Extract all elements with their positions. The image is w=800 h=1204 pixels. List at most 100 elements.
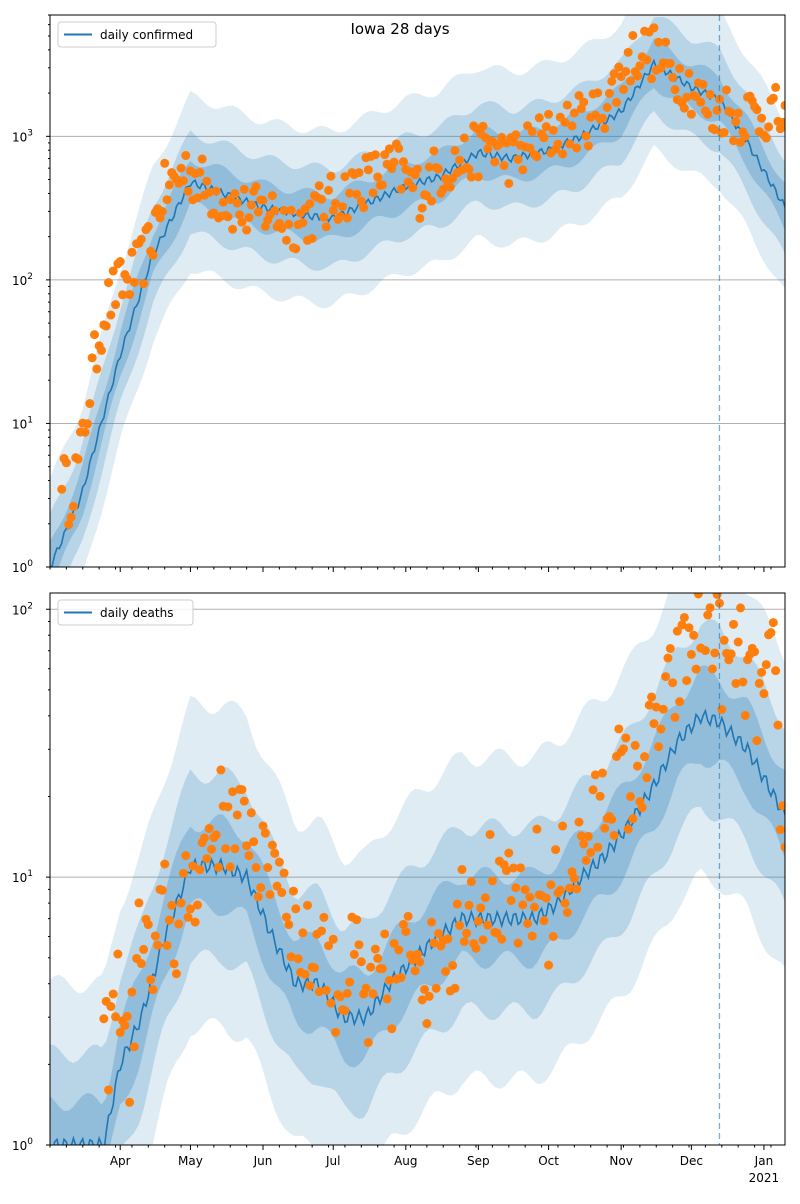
data-point [630,740,640,750]
legend: daily deaths [57,599,194,626]
data-point [293,954,303,964]
data-point [480,893,490,903]
data-point [689,630,699,640]
data-point [361,983,371,993]
data-point [532,824,542,834]
data-point [693,593,703,599]
data-point [265,890,275,900]
data-point [96,345,106,355]
data-point [143,920,153,930]
data-point [499,161,509,171]
y-tick-label: 100 [12,1137,33,1153]
data-point [228,787,238,797]
data-point [246,808,256,818]
x-tick-label: Aug [394,1154,417,1168]
data-point [396,973,406,983]
deaths-panel: 100 101 102 Apr May Jun Jul Aug Sep Oct Nov Dec Jan 2… [12,573,786,1185]
data-point [415,213,425,223]
data-point [162,195,172,205]
data-point [675,697,685,707]
data-point [230,844,240,854]
data-point [668,678,678,688]
data-point [164,915,174,925]
x-tick-label: Sep [467,1154,490,1168]
data-point [768,93,778,103]
data-point [328,205,338,215]
data-point [258,195,268,205]
data-point [558,821,568,831]
data-point [108,989,118,999]
data-point [317,194,327,204]
data-point [562,100,572,110]
data-point [623,47,633,57]
data-point [527,931,537,941]
data-point [647,692,657,702]
data-point [607,815,617,825]
data-point [352,189,362,199]
data-point [427,917,437,927]
data-point [583,141,593,151]
data-point [345,977,355,987]
data-point [518,900,528,910]
data-point [277,888,287,898]
data-point [621,733,631,743]
data-point [579,97,589,107]
data-point [670,85,680,95]
data-point [483,144,493,154]
data-point [181,851,191,861]
data-point [635,61,645,71]
data-point [260,828,270,838]
data-point [771,82,781,92]
data-point [614,724,624,734]
legend-label: daily deaths [100,606,173,620]
data-point [699,573,708,582]
data-point [471,943,481,953]
data-point [349,949,359,959]
data-point [232,810,242,820]
data-point [429,938,439,948]
data-point [136,234,146,244]
data-point [225,862,235,872]
data-point [321,222,331,232]
data-point [183,186,193,196]
legend-box [57,21,217,48]
data-point [574,91,584,101]
data-point [511,130,521,140]
data-point [345,188,355,198]
data-point [321,985,331,995]
data-point [207,844,217,854]
data-point [195,865,205,875]
data-point [445,182,455,192]
data-point [302,900,312,910]
data-point [57,484,67,494]
confidence-band [50,17,785,567]
data-point [527,127,537,137]
axes-frame [49,592,786,1146]
data-point [192,193,202,203]
data-point [148,985,158,995]
data-point [122,274,132,284]
data-point [600,823,610,833]
data-point [731,117,741,127]
data-point [291,244,301,254]
data-point [307,233,317,243]
data-point [162,940,172,950]
data-point [394,945,404,955]
data-point [258,821,268,831]
data-point [239,184,249,194]
data-point [120,1020,130,1030]
data-point [204,824,214,834]
data-point [539,133,549,143]
data-point [354,940,364,950]
data-point [408,183,418,193]
confidence-band [50,15,785,567]
data-point [279,206,289,216]
data-point [565,883,575,893]
data-point [768,618,778,628]
data-point [125,290,135,300]
data-point [719,635,729,645]
x-tick-label: Jul [325,1154,340,1168]
x-tick-label: Apr [110,1154,131,1168]
data-point [637,803,647,813]
data-point [413,949,422,959]
